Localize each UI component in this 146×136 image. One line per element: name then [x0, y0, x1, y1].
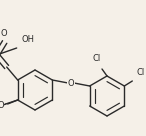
Text: O: O [0, 101, 2, 110]
Text: O: O [0, 29, 7, 38]
Text: O: O [68, 78, 74, 87]
Text: OH: OH [22, 35, 35, 44]
Text: Cl: Cl [93, 54, 101, 63]
Text: Cl: Cl [136, 68, 145, 77]
Text: O: O [0, 101, 4, 109]
